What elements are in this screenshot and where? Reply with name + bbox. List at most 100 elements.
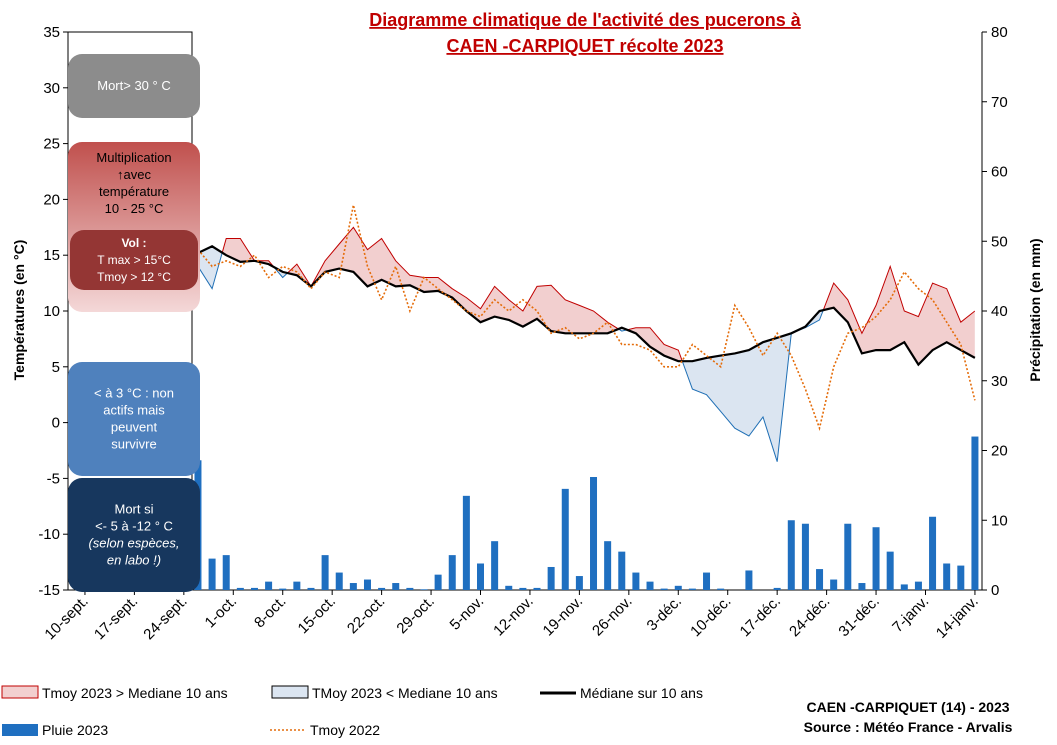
x-tick-label: 14-janv. <box>933 593 982 642</box>
annotation-text: Multiplication <box>96 150 171 165</box>
y2-tick-label: 0 <box>991 582 999 599</box>
rain-bar <box>688 588 696 590</box>
annotation-text: Tmoy > 12 °C <box>97 270 171 284</box>
rain-bar <box>363 579 371 590</box>
y-tick-label: -5 <box>47 470 60 487</box>
y2-tick-label: 30 <box>991 373 1008 390</box>
rain-bar <box>943 563 951 590</box>
y2-axis-label: Précipitation (en mm) <box>1027 238 1043 381</box>
annotation-text: Mort si <box>115 502 154 517</box>
rain-bar <box>222 555 230 590</box>
rain-bar <box>491 541 499 590</box>
annotation-text: survivre <box>111 437 157 452</box>
legend-label: Médiane sur 10 ans <box>580 685 703 701</box>
y-tick-label: 30 <box>43 80 60 97</box>
fill-area-below <box>198 246 975 462</box>
rain-bar <box>561 488 569 590</box>
rain-bar <box>462 495 470 590</box>
rain-bar <box>335 572 343 590</box>
tmoy-2023-line-above <box>198 226 975 365</box>
x-tick-label: 29-oct. <box>393 593 437 637</box>
x-tick-label: 12-nov. <box>490 593 537 640</box>
x-tick-label: 8-oct. <box>251 593 290 632</box>
rain-bar <box>703 572 711 590</box>
y2-tick-label: 70 <box>991 94 1008 111</box>
rain-bar <box>250 587 258 590</box>
x-tick-label: 24-sept. <box>140 593 190 643</box>
annotation-text: ↑avec <box>117 167 151 182</box>
rain-bar <box>914 581 922 590</box>
rain-bar <box>745 570 753 590</box>
rain-bar <box>858 583 866 590</box>
title-bg <box>330 4 842 62</box>
rain-bar <box>773 587 781 590</box>
annotation-text: T max > 15°C <box>97 253 171 267</box>
chart-title: CAEN -CARPIQUET récolte 2023 <box>446 36 723 56</box>
x-tick-label: 17-sept. <box>91 593 141 643</box>
rain-bar <box>321 555 329 590</box>
annotation-box <box>68 54 200 118</box>
annotation-text: en labo !) <box>107 553 161 568</box>
x-tick-label: 10-sept. <box>41 593 91 643</box>
y2-tick-label: 40 <box>991 303 1008 320</box>
x-tick-label: 15-oct. <box>295 593 339 637</box>
rain-bar <box>830 579 838 590</box>
annotation-text: température <box>99 184 169 199</box>
y2-tick-label: 10 <box>991 512 1008 529</box>
y-tick-label: 20 <box>43 191 60 208</box>
rain-bar <box>632 572 640 590</box>
rain-bar <box>674 585 682 590</box>
legend-label: Tmoy 2023 > Mediane 10 ans <box>42 685 228 701</box>
annotation-box <box>70 230 198 290</box>
rain-bar <box>279 588 287 590</box>
rain-bar <box>801 523 809 590</box>
rain-bar <box>434 574 442 590</box>
legend-swatch <box>271 685 309 699</box>
rain-bar <box>378 587 386 590</box>
rain-bar <box>420 589 428 590</box>
rain-bar <box>971 436 979 590</box>
annotation-box <box>68 362 200 476</box>
x-tick-label: 7-janv. <box>889 593 932 636</box>
rain-bar <box>717 588 725 590</box>
legend-swatch <box>1 685 39 699</box>
rain-bar <box>547 566 555 590</box>
x-tick-label: 31-déc. <box>835 593 882 640</box>
rain-bar <box>575 576 583 590</box>
rain-bar <box>519 587 527 590</box>
annotation-text: <- 5 à -12 ° C <box>95 519 173 534</box>
y-tick-label: -10 <box>38 526 60 543</box>
rain-bar <box>505 585 513 590</box>
footer-text: CAEN -CARPIQUET (14) - 2023 <box>806 699 1009 715</box>
rain-bar <box>957 565 965 590</box>
rain-bar <box>872 527 880 590</box>
rain-bar <box>533 587 541 590</box>
x-tick-label: 26-nov. <box>589 593 636 640</box>
x-tick-label: 19-nov. <box>540 593 587 640</box>
y-tick-label: -15 <box>38 582 60 599</box>
y-tick-label: 25 <box>43 136 60 153</box>
y-tick-label: 35 <box>43 24 60 41</box>
rain-bar <box>660 588 668 590</box>
y-tick-label: 5 <box>52 359 60 376</box>
legend-label: TMoy 2023 < Mediane 10 ans <box>312 685 498 701</box>
rain-bar <box>265 581 273 590</box>
annotation-text: (selon espèces, <box>88 536 179 551</box>
rain-bar <box>208 558 216 590</box>
x-tick-label: 24-déc. <box>786 593 833 640</box>
x-tick-label: 3-déc. <box>644 593 686 635</box>
rain-bar <box>406 587 414 590</box>
y-tick-label: 0 <box>52 415 60 432</box>
x-tick-label: 1-oct. <box>202 593 241 632</box>
rain-bar <box>448 555 456 590</box>
rain-bar <box>618 551 626 590</box>
rain-bar <box>929 516 937 590</box>
rain-bar <box>590 477 598 590</box>
line-series <box>197 204 976 432</box>
y2-tick-label: 60 <box>991 164 1008 181</box>
rain-bar <box>307 587 315 590</box>
rain-bar <box>293 581 301 590</box>
annotation-text: actifs mais <box>103 403 165 418</box>
y-tick-label: 15 <box>43 247 60 264</box>
